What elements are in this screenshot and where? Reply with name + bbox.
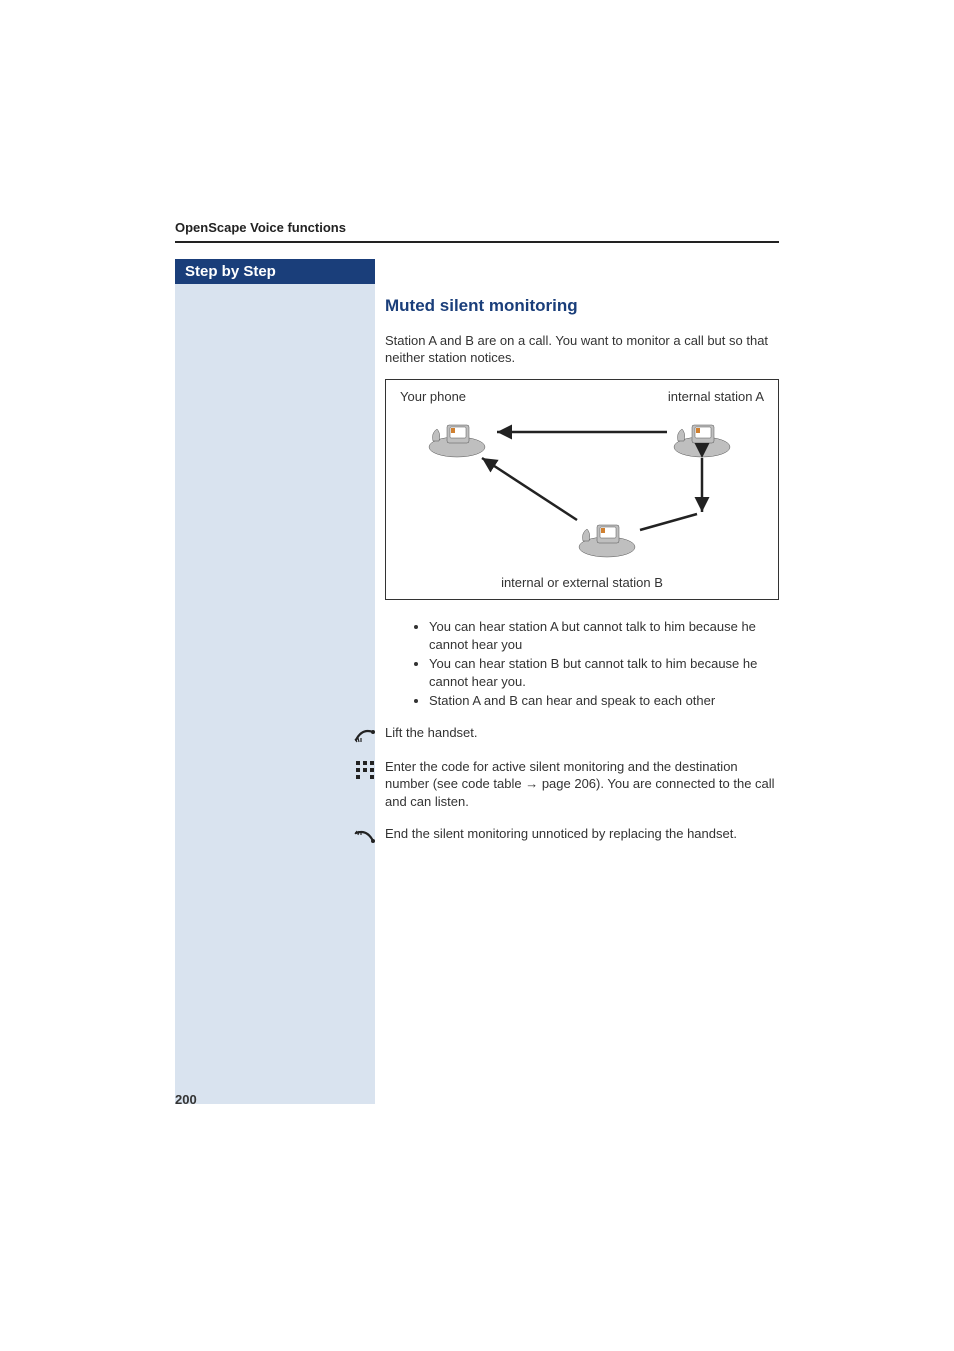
phone-station-b bbox=[579, 525, 635, 557]
handset-lift-icon bbox=[351, 724, 379, 744]
phone-your bbox=[429, 425, 485, 457]
diagram-svg bbox=[400, 410, 764, 570]
step-text: End the silent monitoring unnoticed by r… bbox=[385, 825, 779, 843]
arrow-b-to-you bbox=[482, 458, 577, 520]
arrow-a-b-connector bbox=[640, 514, 697, 530]
phone-station-a bbox=[674, 425, 730, 457]
diagram-top-labels: Your phone internal station A bbox=[400, 388, 764, 406]
sidebar: Step by Step bbox=[175, 259, 375, 1104]
running-header: OpenScape Voice functions bbox=[175, 220, 779, 235]
page-ref-link[interactable]: → page 206 bbox=[525, 776, 596, 791]
page-number: 200 bbox=[175, 1092, 197, 1107]
diagram-box: Your phone internal station A bbox=[385, 379, 779, 600]
sidebar-title: Step by Step bbox=[175, 259, 375, 284]
handset-down-icon bbox=[351, 825, 379, 845]
step-row: Enter the code for active silent monitor… bbox=[385, 758, 779, 811]
bullet-item: Station A and B can hear and speak to ea… bbox=[429, 692, 779, 710]
step-text: Enter the code for active silent monitor… bbox=[385, 758, 779, 811]
bullet-item: You can hear station B but cannot talk t… bbox=[429, 655, 779, 690]
content-columns: Step by Step Muted silent monitoring Sta… bbox=[175, 259, 779, 1104]
keypad-icon bbox=[351, 758, 379, 780]
bullet-item: You can hear station A but cannot talk t… bbox=[429, 618, 779, 653]
diagram-label-bottom: internal or external station B bbox=[400, 574, 764, 592]
bullet-list: You can hear station A but cannot talk t… bbox=[385, 618, 779, 710]
main-content: Muted silent monitoring Station A and B … bbox=[375, 259, 779, 859]
diagram-label-right: internal station A bbox=[668, 388, 764, 406]
step-row: End the silent monitoring unnoticed by r… bbox=[385, 825, 779, 845]
section-title: Muted silent monitoring bbox=[385, 295, 779, 318]
intro-paragraph: Station A and B are on a call. You want … bbox=[385, 332, 779, 367]
header-rule bbox=[175, 241, 779, 243]
sidebar-body bbox=[175, 284, 375, 1104]
step-row: Lift the handset. bbox=[385, 724, 779, 744]
page: OpenScape Voice functions Step by Step M… bbox=[0, 0, 954, 1351]
diagram-label-left: Your phone bbox=[400, 388, 466, 406]
step-text: Lift the handset. bbox=[385, 724, 779, 742]
